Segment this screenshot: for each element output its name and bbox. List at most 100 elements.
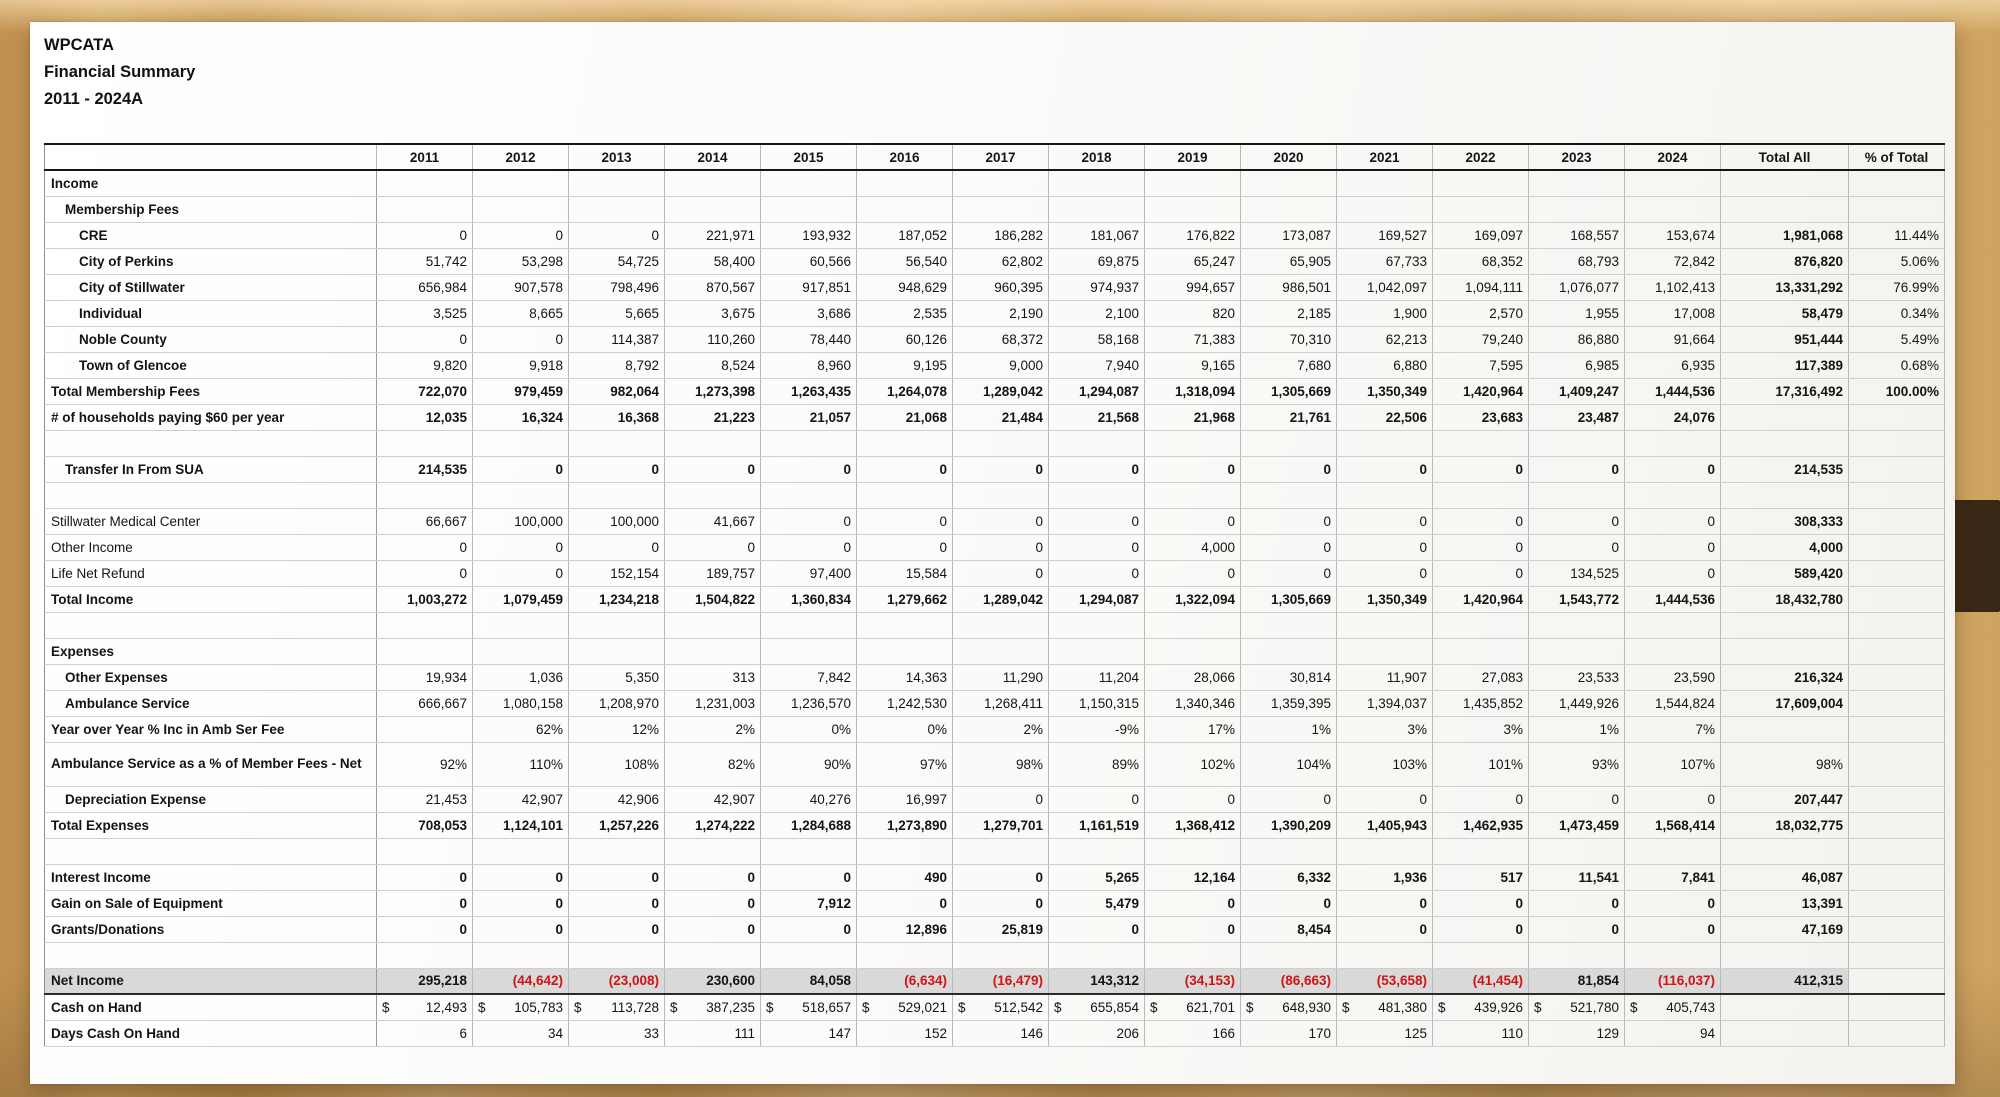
table-cell: 0 bbox=[1240, 890, 1337, 917]
table-cell: 30,814 bbox=[1240, 664, 1337, 691]
table-cell bbox=[1848, 482, 1945, 509]
column-header: 2021 bbox=[1336, 143, 1433, 171]
table-cell: 56,540 bbox=[856, 248, 953, 275]
table-cell: 3,525 bbox=[376, 300, 473, 327]
table-cell: 21,761 bbox=[1240, 404, 1337, 431]
spreadsheet-page: WPCATA Financial Summary 2011 - 2024A 20… bbox=[30, 22, 1955, 1084]
table-cell: 1,405,943 bbox=[1336, 811, 1433, 839]
table-cell bbox=[856, 482, 953, 509]
column-header: 2019 bbox=[1144, 143, 1241, 171]
table-cell: 0 bbox=[1048, 560, 1145, 587]
table-cell: 76.99% bbox=[1848, 274, 1945, 301]
table-cell: 1,094,111 bbox=[1432, 274, 1529, 301]
table-cell: 5,350 bbox=[568, 664, 665, 691]
table-cell: 125 bbox=[1336, 1020, 1433, 1047]
table-cell: 1,350,349 bbox=[1336, 377, 1433, 405]
table-cell: 1,322,094 bbox=[1144, 585, 1241, 613]
table-cell bbox=[376, 482, 473, 509]
table-cell: 1,161,519 bbox=[1048, 811, 1145, 839]
table-row: Stillwater Medical Center 66,667 100,000 10… bbox=[44, 508, 1945, 535]
table-cell bbox=[1336, 482, 1433, 509]
table-cell: 53,298 bbox=[472, 248, 569, 275]
table-cell: 169,097 bbox=[1432, 222, 1529, 249]
table-cell bbox=[856, 942, 953, 969]
table-row: Depreciation Expense 21,453 42,907 42,906 42… bbox=[44, 786, 1945, 813]
table-cell bbox=[1144, 482, 1241, 509]
table-cell: 6,985 bbox=[1528, 352, 1625, 379]
table-cell: 66,667 bbox=[376, 508, 473, 535]
table-cell: $529,021 bbox=[856, 994, 953, 1021]
column-header: 2023 bbox=[1528, 143, 1625, 171]
table-cell bbox=[1848, 430, 1945, 457]
table-cell: 0 bbox=[1048, 534, 1145, 561]
table-cell: 82% bbox=[664, 742, 761, 787]
table-cell: 25,819 bbox=[952, 916, 1049, 943]
table-cell: 42,907 bbox=[664, 786, 761, 813]
corner-cell bbox=[44, 143, 377, 171]
table-cell: 7,680 bbox=[1240, 352, 1337, 379]
table-cell: $439,926 bbox=[1432, 994, 1529, 1021]
table-cell: 295,218 bbox=[376, 967, 473, 995]
column-header: 2024 bbox=[1624, 143, 1721, 171]
table-cell bbox=[664, 612, 761, 639]
table-cell bbox=[1528, 482, 1625, 509]
table-row: Expenses bbox=[44, 638, 1945, 665]
table-cell: 1,435,852 bbox=[1432, 690, 1529, 717]
table-cell: 21,568 bbox=[1048, 404, 1145, 431]
table-cell bbox=[1048, 638, 1145, 665]
table-cell: 16,997 bbox=[856, 786, 953, 813]
table-cell: 102% bbox=[1144, 742, 1241, 787]
table-cell: 1,003,272 bbox=[376, 585, 473, 613]
table-cell: 0 bbox=[1624, 890, 1721, 917]
table-cell: 1,420,964 bbox=[1432, 377, 1529, 405]
table-cell: 0 bbox=[952, 534, 1049, 561]
report-period: 2011 - 2024A bbox=[44, 90, 144, 108]
column-header: 2012 bbox=[472, 143, 569, 171]
currency-symbol: $ bbox=[1630, 999, 1638, 1015]
table-cell: 58,479 bbox=[1720, 300, 1849, 327]
table-cell: -9% bbox=[1048, 716, 1145, 743]
table-cell bbox=[1848, 690, 1945, 717]
table-cell: 0 bbox=[1528, 508, 1625, 535]
table-cell: 1,234,218 bbox=[568, 585, 665, 613]
table-cell: 0 bbox=[1432, 456, 1529, 483]
table-cell: 24,076 bbox=[1624, 404, 1721, 431]
table-cell: 15,584 bbox=[856, 560, 953, 587]
table-cell: 89% bbox=[1048, 742, 1145, 787]
column-header: 2011 bbox=[376, 143, 473, 171]
currency-symbol: $ bbox=[862, 999, 870, 1015]
table-cell: 722,070 bbox=[376, 377, 473, 405]
table-cell: (44,642) bbox=[472, 967, 569, 995]
table-row: City of Stillwater 656,984 907,578 798,496 8… bbox=[44, 274, 1945, 301]
table-row: Individual 3,525 8,665 5,665 3,675 3,686 2,535… bbox=[44, 300, 1945, 327]
row-label: Net Income bbox=[44, 967, 377, 995]
table-cell bbox=[472, 838, 569, 865]
table-cell: 21,968 bbox=[1144, 404, 1241, 431]
table-cell: 1,294,087 bbox=[1048, 377, 1145, 405]
table-cell: (34,153) bbox=[1144, 967, 1241, 995]
table-cell: 2,535 bbox=[856, 300, 953, 327]
table-cell: 4,000 bbox=[1144, 534, 1241, 561]
table-cell: 0 bbox=[1144, 916, 1241, 943]
table-cell: 0 bbox=[1240, 456, 1337, 483]
table-cell: 129 bbox=[1528, 1020, 1625, 1047]
table-cell: 666,667 bbox=[376, 690, 473, 717]
table-cell: 169,527 bbox=[1336, 222, 1433, 249]
table-cell bbox=[1848, 1020, 1945, 1047]
table-cell bbox=[1720, 1020, 1849, 1047]
table-cell: 986,501 bbox=[1240, 274, 1337, 301]
table-cell: 6 bbox=[376, 1020, 473, 1047]
table-cell: 17,008 bbox=[1624, 300, 1721, 327]
table-cell: 72,842 bbox=[1624, 248, 1721, 275]
table-cell: 1,279,662 bbox=[856, 585, 953, 613]
table-cell: 18,032,775 bbox=[1720, 811, 1849, 839]
row-label: Cash on Hand bbox=[44, 994, 377, 1021]
table-cell bbox=[376, 170, 473, 197]
row-label: Grants/Donations bbox=[44, 916, 377, 943]
table-cell bbox=[376, 612, 473, 639]
table-cell: $521,780 bbox=[1528, 994, 1625, 1021]
table-cell bbox=[1720, 942, 1849, 969]
table-cell bbox=[1848, 864, 1945, 891]
table-cell bbox=[1240, 638, 1337, 665]
table-cell bbox=[664, 170, 761, 197]
